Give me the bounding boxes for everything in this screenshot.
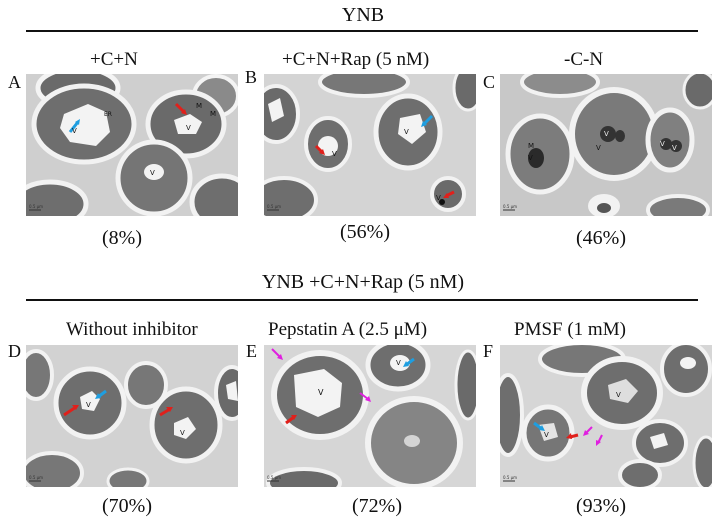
panel-d-title: Without inhibitor [66,319,198,340]
panel-a-label-v2: V [186,124,191,132]
panel-c-title: -C-N [564,49,604,70]
panel-d-micrograph: V V 0.5 μm [26,345,238,487]
panel-a-label-v3: V [150,169,155,177]
panel-a-scale-bar: 0.5 μm [29,204,43,209]
panel-b-scale-bar: 0.5 μm [267,204,281,209]
panel-b-title: +C+N+Rap (5 nM) [282,49,430,70]
panel-a-letter: A [8,72,21,92]
panel-b-percent: (56%) [340,221,390,243]
panel-e-title: Pepstatin A (2.5 μM) [268,319,428,340]
panel-c-micrograph: M V V V V V 0.5 μm [500,74,712,216]
panel-b-label-v3: V [436,194,441,202]
panel-b-letter: B [245,67,258,87]
panel-f-title: PMSF (1 mM) [514,319,626,340]
panel-c-label-v5: V [672,144,677,152]
panel-d-label-v1: V [86,401,91,409]
top-header: YNB [341,4,385,26]
panel-e-label-v2: V [396,359,401,367]
panel-b-label-v2: V [404,128,409,136]
bottom-rule [26,299,698,301]
panel-c-percent: (46%) [576,227,626,249]
panel-e-percent: (72%) [352,495,402,517]
panel-b-micrograph: V V V 0.5 μm [264,74,476,216]
panel-c-scale-bar: 0.5 μm [503,204,517,209]
panel-a-label-v1: V [72,127,77,135]
panel-e-scale-bar: 0.5 μm [267,475,281,480]
panel-a-label-m1: M [196,102,202,110]
panel-b-label-v1: V [332,150,337,158]
panel-a-percent: (8%) [102,227,142,249]
panel-c-label-v3: V [596,144,601,152]
panel-f-label-v2: V [544,431,549,439]
panel-f-micrograph: V V 0.5 μm [500,345,712,487]
top-rule [26,30,698,32]
panel-d-letter: D [8,341,21,361]
bottom-header: YNB +C+N+Rap (5 nM) [261,271,465,293]
panel-f-percent: (93%) [576,495,626,517]
panel-e-label-v1: V [318,388,324,397]
panel-a-label-er: ER [104,111,112,118]
panel-f-scale-bar: 0.5 μm [503,475,517,480]
panel-f-letter: F [483,341,494,361]
panel-e-micrograph: V V 0.5 μm [264,345,476,487]
panel-c-label-v1: V [528,154,533,162]
panel-c-label-m: M [528,142,534,150]
panel-c-letter: C [483,72,496,92]
panel-a-micrograph: V ER M M V V 0.5 μm [26,74,238,216]
panel-f-label-v1: V [616,391,621,399]
panel-d-label-v2: V [180,429,185,437]
panel-c-label-v2: V [604,130,609,138]
panel-d-scale-bar: 0.5 μm [29,475,43,480]
panel-d-percent: (70%) [102,495,152,517]
panel-a-title: +C+N [90,49,138,70]
panel-e-letter: E [246,341,257,361]
panel-a-label-m2: M [210,110,216,118]
panel-c-label-v4: V [660,140,665,148]
